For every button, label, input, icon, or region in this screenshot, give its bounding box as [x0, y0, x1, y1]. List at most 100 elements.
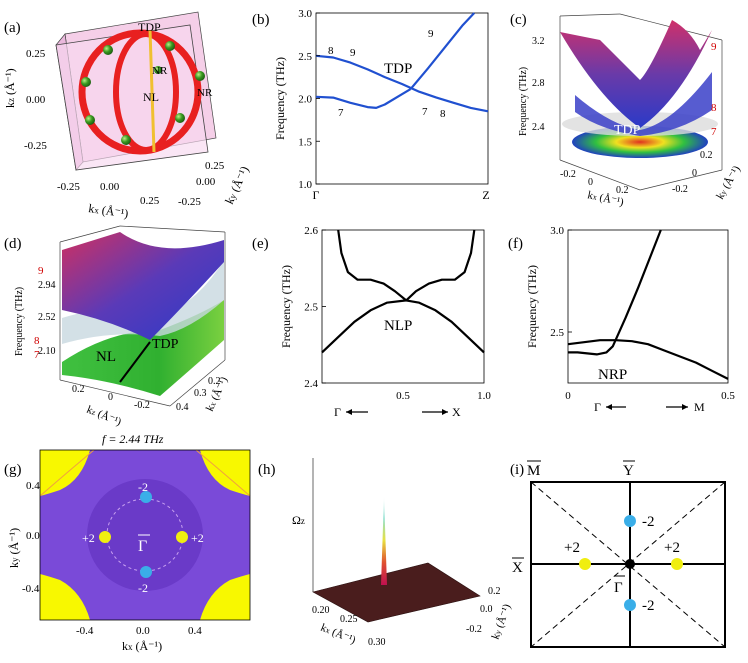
- x-tick-label: Γ: [313, 188, 320, 202]
- panel-a-x-tick: -0.25: [57, 181, 80, 193]
- panel-c-band9-surface: [575, 72, 712, 136]
- band-index-label: 7: [338, 107, 344, 119]
- gamma-label: Γ: [334, 405, 341, 419]
- panel-h-ky-label: ky (Å⁻¹): [490, 602, 514, 641]
- panel-c-y2-tick: 0.2: [700, 150, 713, 161]
- panel-d-band-label: 9: [38, 265, 44, 277]
- tdp-annotation: TDP: [384, 61, 412, 77]
- panel-b-label: (b): [252, 12, 270, 28]
- panel-i-charge-dot-blue: [624, 515, 636, 527]
- panel-g-title: f = 2.44 THz: [102, 432, 164, 446]
- panel-c-x-tick: 0: [588, 177, 593, 188]
- right-arrow-head: [442, 409, 448, 415]
- panel-d-box-edge: [59, 379, 171, 407]
- left-arrow-head: [346, 409, 352, 415]
- panel-i-y-label: Y: [623, 463, 634, 479]
- panel-g-yellow-region: [40, 574, 90, 620]
- panel-g-charge-dot-blue: [140, 566, 152, 578]
- panel-c-tdp-label: TDP: [614, 123, 641, 138]
- panel-h-zlabel: Ωz: [292, 513, 305, 527]
- y-tick-label: 1.0: [298, 179, 312, 191]
- panel-h-y-tick: 0.0: [480, 604, 493, 615]
- panel-a-tdp-ball: [121, 135, 131, 145]
- panel-d-kz-label: kz (Å⁻¹): [85, 404, 123, 429]
- panel-g-x-tick: -0.4: [76, 625, 94, 637]
- right-arrow-head: [682, 404, 688, 410]
- panel-h: (h) Ωz 0.20 0.25 0.30 0.2 0.0 -0.2 kx (Å…: [258, 458, 513, 648]
- panel-c-y-tick: 2.4: [532, 122, 545, 133]
- panel-i-diagonal: [530, 481, 726, 648]
- panel-d-label: (d): [4, 236, 22, 252]
- panel-d-z-tick: 0.4: [176, 402, 189, 413]
- y-tick-label: 2.5: [298, 51, 312, 63]
- panel-g-gamma-label: Γ: [138, 538, 147, 555]
- panel-c-band-label: 9: [711, 41, 717, 53]
- y-tick-label: 2.0: [298, 94, 312, 106]
- y-tick-label: 2.5: [304, 302, 318, 314]
- panel-i-charge-dot-blue: [624, 599, 636, 611]
- panel-i-charge-label: -2: [642, 514, 655, 530]
- panel-a-nl-label: NL: [143, 90, 159, 104]
- panel-a-tdp-ball: [165, 41, 175, 51]
- panel-a-y-tick: 0.25: [205, 160, 225, 172]
- panel-i: (i) -2 +2 +2 -2 Γ M Y X: [510, 460, 726, 648]
- panel-a-nodal-line: [148, 29, 156, 153]
- panel-a-z-tick: 0.25: [26, 48, 46, 60]
- panel-h-spike: [381, 496, 387, 585]
- panel-f-band-chart: (f) 3.0 2.5 Frequency (THz) 0 0.5 Γ M NRP: [508, 225, 735, 414]
- panel-g-charge-label: +2: [82, 531, 95, 545]
- panel-i-charge-label: +2: [664, 540, 680, 556]
- band-line-0: [337, 229, 407, 302]
- panel-c-y-tick: 2.8: [532, 78, 545, 89]
- panel-a-z-tick: -0.25: [24, 140, 47, 152]
- panel-d-ylabel: Frequency (THz): [14, 287, 25, 356]
- panel-g-xlabel: kx (Å⁻¹): [122, 639, 162, 653]
- panel-c-ky-label: ky (Å⁻¹): [714, 163, 743, 201]
- panel-h-y-tick: 0.2: [488, 586, 501, 597]
- panel-c-band9-surface: [560, 20, 712, 128]
- nlp-annotation: NLP: [384, 318, 412, 334]
- panel-a-y-tick: 0.00: [196, 176, 216, 188]
- panel-g-contour: [39, 449, 95, 497]
- panel-i-x-label: X: [512, 560, 523, 576]
- panel-d-band-label: 8: [34, 335, 40, 347]
- panel-d: (d) NL TDP 9 8 7 2.94 2.52 2.10 Frequenc…: [4, 225, 230, 429]
- panel-i-m-label: M: [527, 463, 540, 479]
- panel-g-yellow-region: [200, 450, 250, 496]
- panel-e-band-chart: (e) 2.6 2.5 2.4 Frequency (THz) 0.5 1.0 Γ X NLP: [252, 225, 491, 419]
- band-index-label: 8: [328, 45, 334, 57]
- panel-c-y-tick: 3.2: [532, 36, 545, 47]
- panel-a-x-tick: 0.00: [100, 181, 120, 193]
- band-line-1: [568, 229, 662, 356]
- panel-e-label: (e): [252, 236, 269, 252]
- panel-e-plot-frame: [321, 229, 485, 384]
- panel-a-tdp-ball: [85, 115, 95, 125]
- panel-c-box-edge: [559, 159, 641, 191]
- panel-g-x-tick: 0.4: [188, 625, 202, 637]
- panel-a-tdp-ball: [195, 71, 205, 81]
- panel-a-nr-label: NR: [152, 65, 168, 77]
- panel-g-x-tick: 0.0: [136, 625, 150, 637]
- panel-i-gamma-label: Γ: [614, 580, 623, 596]
- panel-a-x-tick: 0.25: [140, 195, 160, 207]
- panel-d-tdp-label: TDP: [152, 337, 179, 352]
- y-tick-label: 1.5: [298, 136, 312, 148]
- band-line-1: [315, 88, 412, 110]
- band-line-2: [409, 12, 476, 90]
- y-tick-label: 2.5: [550, 327, 564, 339]
- panel-c-box-edge: [639, 169, 723, 191]
- y-tick-label: 2.4: [304, 378, 318, 390]
- x-tick-label: 0: [565, 390, 571, 402]
- panel-g-charge-label: -2: [138, 581, 148, 595]
- y-axis-label: Frequency (THz): [273, 57, 287, 140]
- band-line-2: [321, 299, 485, 354]
- panel-d-band-label: 7: [34, 349, 40, 361]
- panel-d-y-tick: 2.52: [38, 312, 56, 323]
- panel-g-charge-dot-yellow: [176, 531, 188, 543]
- panel-g-contour: [195, 449, 251, 497]
- panel-a-y-tick: -0.25: [178, 196, 201, 208]
- x-tick-label: 0.5: [721, 390, 735, 402]
- panel-g-charge-label: -2: [138, 480, 148, 494]
- panel-a: (a) TDP NL NR NR 0.25 0.00 -0.25 kz (Å⁻¹…: [3, 11, 252, 221]
